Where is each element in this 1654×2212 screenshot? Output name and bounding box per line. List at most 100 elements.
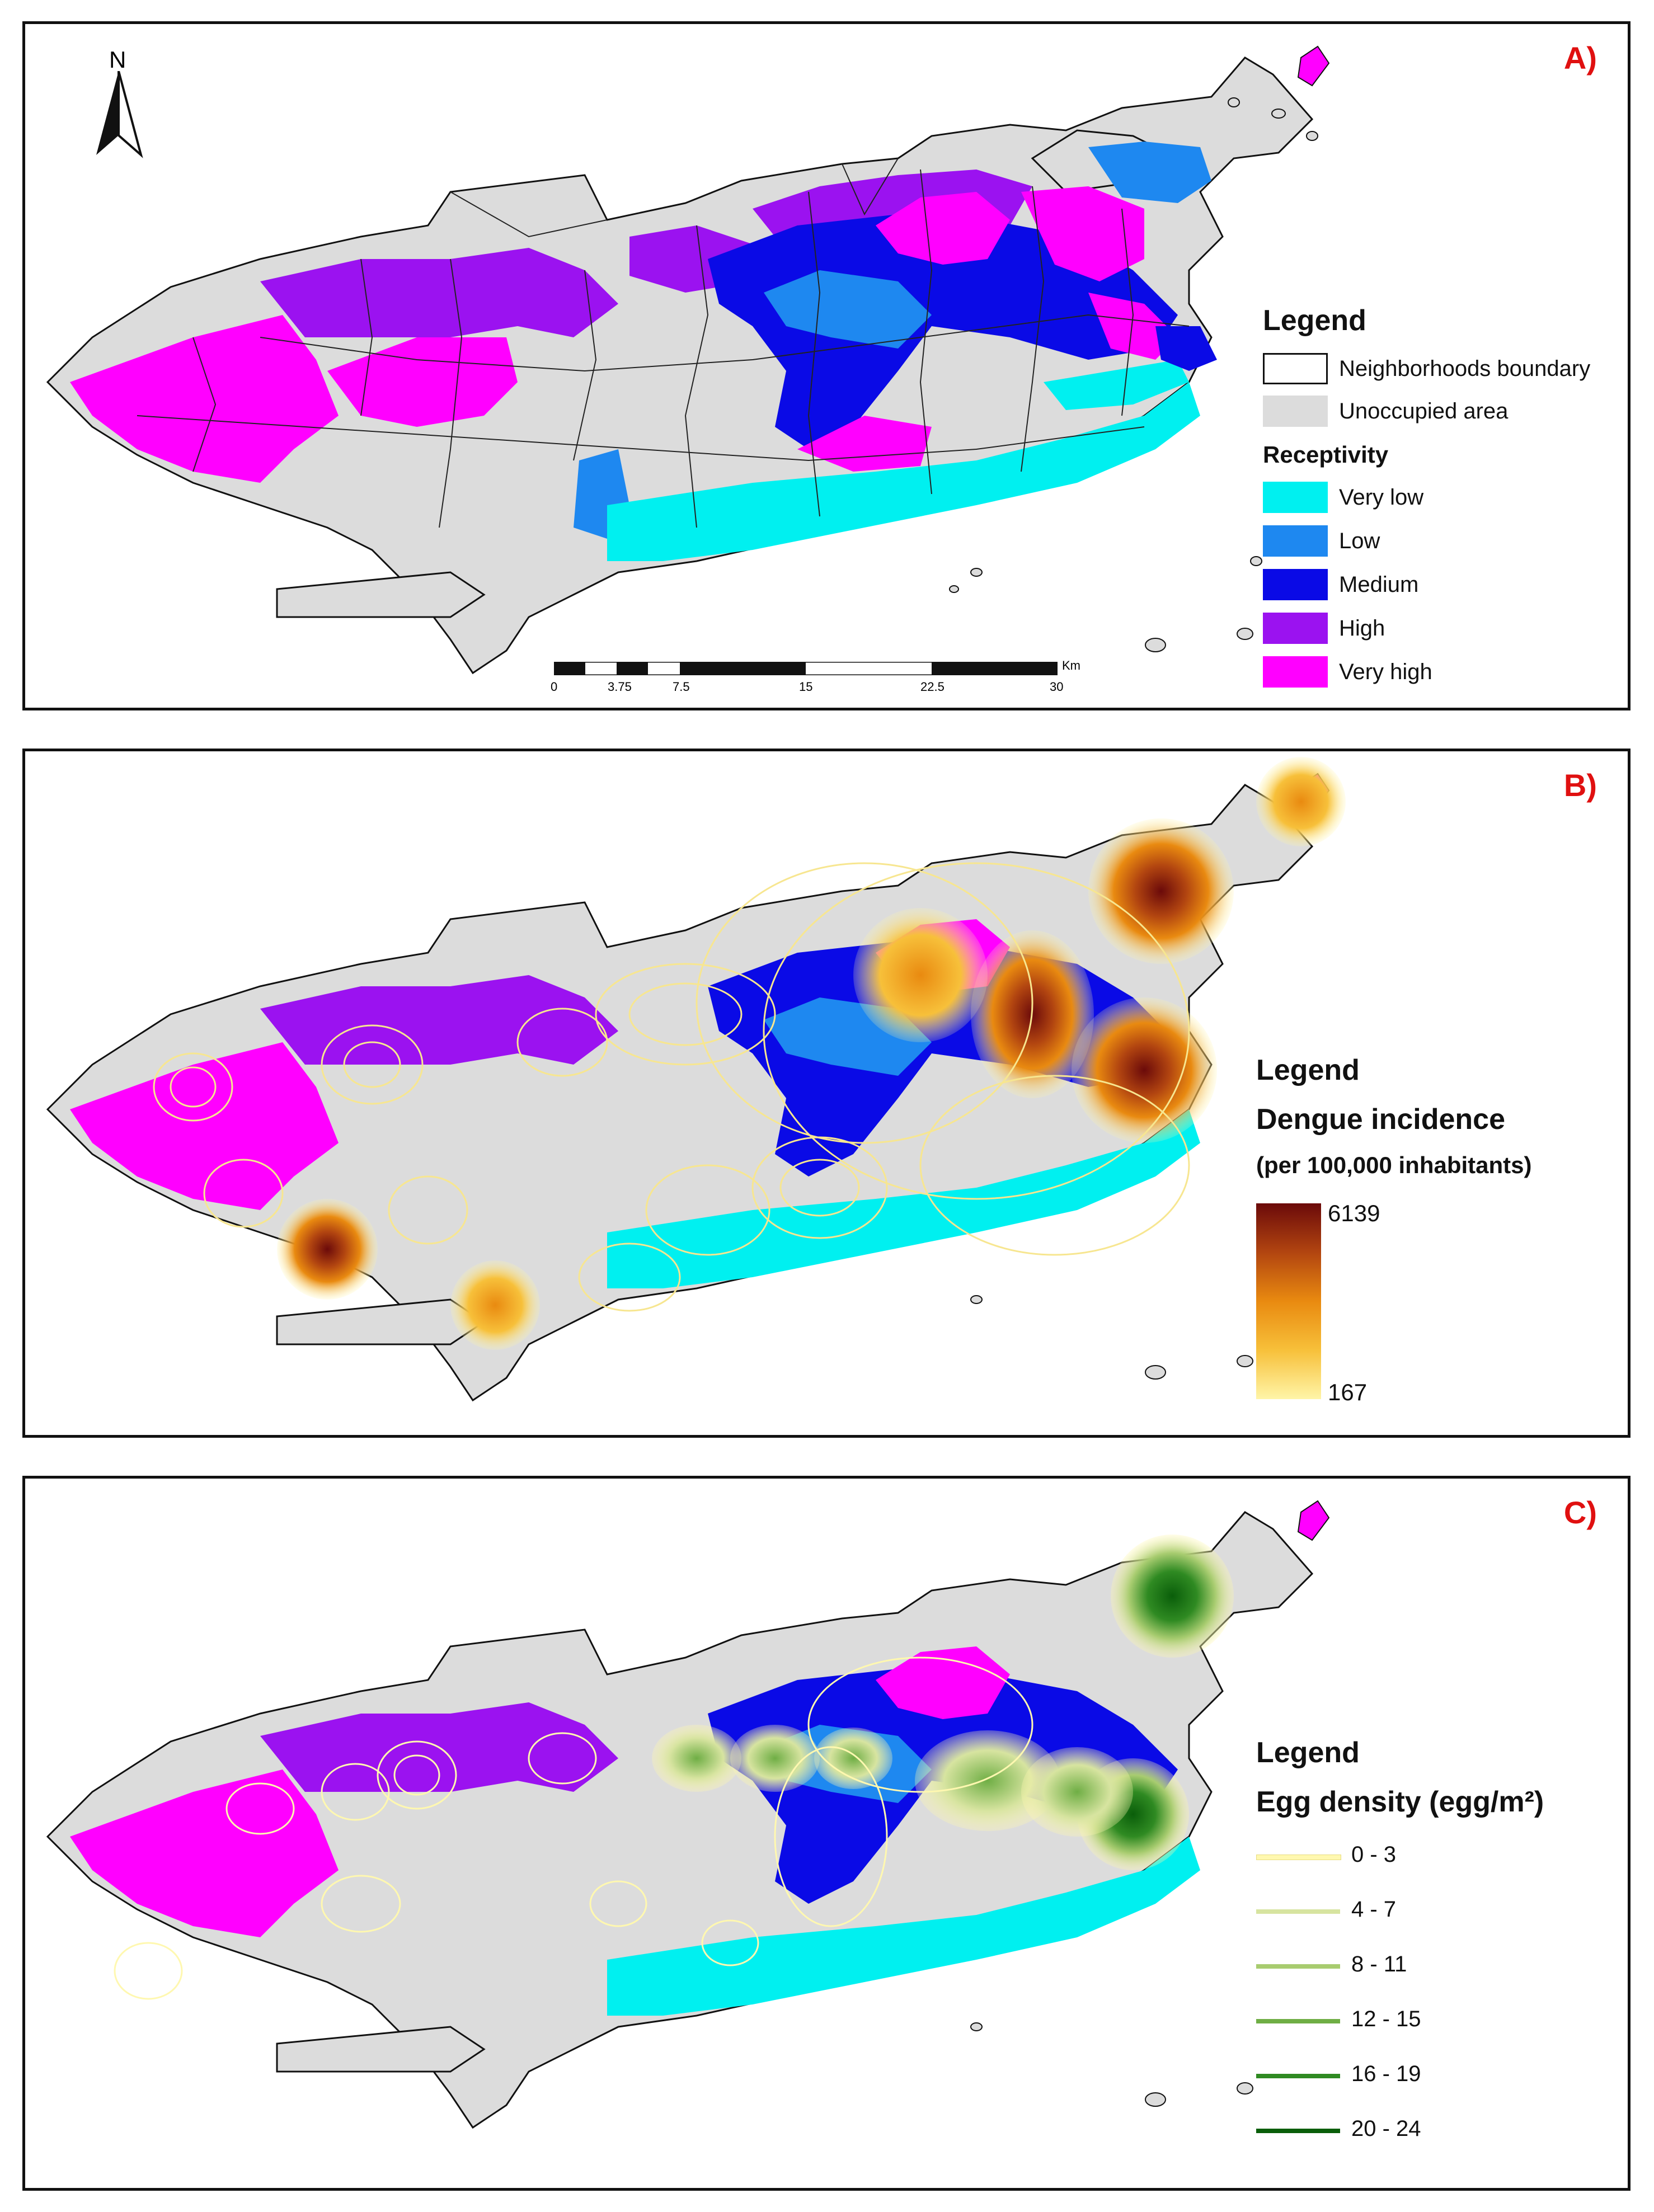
label-20-24: 20 - 24	[1351, 2116, 1421, 2141]
receptivity-title: Receptivity	[1263, 441, 1389, 468]
incidence-color-ramp	[1256, 1203, 1321, 1399]
egg-density-hotspots	[652, 1535, 1234, 1870]
islands-small	[970, 1295, 1253, 1380]
panel-b-map	[46, 757, 1346, 1402]
label-4-7: 4 - 7	[1351, 1897, 1397, 1922]
scale-bar-graphic	[554, 662, 1058, 675]
patch-medium-east	[1155, 326, 1217, 371]
incidence-hotspots	[277, 757, 1346, 1350]
panel-b-label: B)	[1563, 768, 1597, 803]
patch-very-low-east	[1044, 360, 1189, 410]
receptivity-patches	[70, 142, 1217, 561]
patch-very-high-north	[876, 1646, 1010, 1719]
panel-a-map	[46, 45, 1330, 675]
label-unoccupied: Unoccupied area	[1339, 399, 1509, 423]
swatch-very-high	[1263, 656, 1328, 688]
patch-very-high-west	[70, 315, 339, 483]
label-very-low: Very low	[1339, 485, 1424, 510]
patch-very-low-south	[607, 1109, 1200, 1288]
egg-density-contours	[114, 1656, 1033, 2000]
island-west	[276, 2026, 486, 2073]
legend-receptivity: Legend Neighborhoods boundary Unoccupied…	[1263, 304, 1621, 707]
patch-very-high-east	[1088, 293, 1178, 360]
swatch-medium	[1263, 569, 1328, 600]
incidence-contours	[153, 862, 1190, 1312]
panel-b-dengue-incidence-map: B) Legend Dengue incidence (per 100,000 …	[22, 749, 1630, 1438]
north-label: N	[109, 46, 126, 73]
hotspot	[915, 1730, 1060, 1831]
scale-tick: 15	[799, 680, 813, 694]
patch-very-high-west	[70, 1042, 339, 1210]
hotspot	[652, 1725, 741, 1792]
line-swatch-12-15	[1256, 2019, 1340, 2023]
panel-c-label: C)	[1563, 1495, 1597, 1530]
swatch-high	[1263, 613, 1328, 644]
hotspot	[853, 908, 988, 1042]
scale-tick: 22.5	[920, 680, 945, 694]
panel-c-map	[46, 1500, 1330, 2129]
north-arrow-icon	[96, 71, 143, 158]
label-medium: Medium	[1339, 572, 1419, 597]
label-neighborhood-boundary: Neighborhoods boundary	[1339, 356, 1591, 381]
hotspot	[1111, 1535, 1234, 1658]
label-0-3: 0 - 3	[1351, 1842, 1397, 1867]
swatch-very-low	[1263, 482, 1328, 513]
line-swatch-8-11	[1256, 1964, 1340, 1969]
island-west	[276, 571, 486, 618]
label-12-15: 12 - 15	[1351, 2007, 1421, 2031]
scale-tick: 7.5	[673, 680, 690, 694]
legend-title: Legend	[1263, 304, 1366, 337]
hotspot	[277, 1199, 378, 1300]
patch-very-high-west-2	[327, 337, 518, 427]
patch-very-high-center	[797, 416, 932, 472]
swatch-neighborhood-boundary	[1263, 353, 1328, 384]
patch-low-north	[1088, 142, 1211, 203]
line-swatch-4-7	[1256, 1909, 1340, 1914]
islands-small	[949, 97, 1318, 652]
scale-tick: 3.75	[608, 680, 632, 694]
label-very-high: Very high	[1339, 660, 1432, 684]
scale-tick: 30	[1050, 680, 1064, 694]
patch-very-high-north	[876, 192, 1010, 265]
swatch-low	[1263, 525, 1328, 557]
island-paqueta	[1297, 45, 1330, 87]
ramp-min-label: 167	[1328, 1379, 1368, 1405]
islands-small	[970, 2022, 1253, 2107]
patch-very-low-south	[607, 382, 1200, 561]
legend-unit: (per 100,000 inhabitants)	[1256, 1152, 1532, 1178]
hotspot	[450, 1260, 540, 1350]
label-low: Low	[1339, 529, 1380, 553]
label-8-11: 8 - 11	[1351, 1952, 1407, 1976]
legend-variable: Dengue incidence	[1256, 1103, 1505, 1136]
patch-very-low-south	[607, 1837, 1200, 2016]
scale-bar: 0 3.75 7.5 15 22.5 30 Km	[551, 658, 1080, 707]
patch-high-west	[260, 975, 618, 1065]
legend-variable: Egg density (egg/m²)	[1256, 1786, 1544, 1818]
label-high: High	[1339, 616, 1385, 641]
legend-dengue-incidence: Legend Dengue incidence (per 100,000 inh…	[1256, 1053, 1625, 1434]
patch-low-central	[764, 270, 932, 349]
panel-a-label: A)	[1563, 40, 1597, 76]
hotspot	[814, 1728, 892, 1789]
north-arrow: N	[93, 46, 144, 158]
line-swatch-20-24	[1256, 2129, 1340, 2133]
patch-high-west	[260, 248, 618, 337]
hotspot	[730, 1725, 820, 1792]
legend-title: Legend	[1256, 1054, 1360, 1086]
hotspot	[1088, 818, 1234, 964]
hotspot	[1072, 997, 1217, 1143]
label-16-19: 16 - 19	[1351, 2062, 1421, 2086]
patch-very-high-west	[70, 1769, 339, 1937]
scale-tick: 0	[551, 680, 558, 694]
island-paqueta	[1297, 1500, 1330, 1541]
hotspot	[1256, 757, 1346, 846]
patch-very-high-north-2	[1021, 186, 1144, 281]
swatch-unoccupied	[1263, 396, 1328, 427]
legend-egg-density: Legend Egg density (egg/m²) 0 - 3 4 - 7 …	[1256, 1736, 1625, 2183]
neighborhood-boundaries	[137, 158, 1190, 528]
scale-unit: Km	[1062, 658, 1080, 672]
line-swatch-16-19	[1256, 2074, 1340, 2078]
ramp-max-label: 6139	[1328, 1200, 1380, 1226]
panel-a-receptivity-map: N 0 3.75 7.5 15 22.5 30 Km A) Legend Nei…	[22, 21, 1630, 710]
line-swatch-0-3	[1256, 1855, 1341, 1860]
